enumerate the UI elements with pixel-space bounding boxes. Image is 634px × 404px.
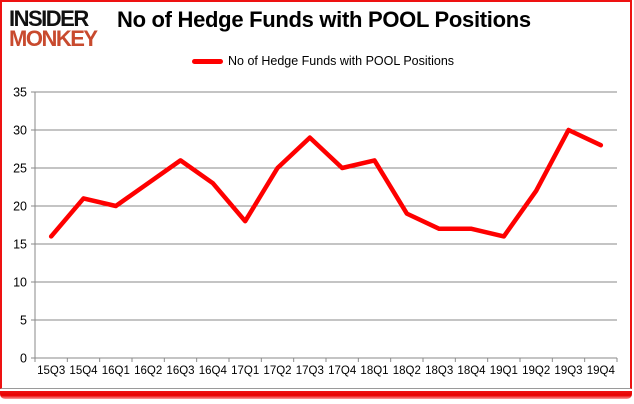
page-border: [0, 0, 632, 389]
x-tick-label-15Q4: 15Q4: [69, 365, 98, 377]
x-tick-label-18Q4: 18Q4: [457, 365, 486, 377]
logo-word-monkey: MONKEY: [9, 26, 98, 52]
x-tick-label-16Q3: 16Q3: [166, 365, 194, 377]
page-border-bottom: [0, 391, 632, 399]
legend-label: No of Hedge Funds with POOL Positions: [228, 54, 455, 68]
chart-legend: No of Hedge Funds with POOL Positions: [192, 54, 454, 68]
x-tick-label-18Q3: 18Q3: [425, 365, 453, 377]
x-tick-label-16Q4: 16Q4: [199, 365, 228, 377]
y-tick-label: 0: [20, 352, 27, 366]
x-tick-label-19Q2: 19Q2: [522, 365, 550, 377]
y-tick-label: 35: [13, 86, 27, 100]
x-tick-label-16Q2: 16Q2: [134, 365, 162, 377]
logo-word-insider: INSIDER: [9, 6, 89, 31]
x-tick-label-17Q1: 17Q1: [231, 365, 259, 377]
y-tick-label: 25: [13, 162, 27, 176]
y-tick-label: 20: [13, 200, 27, 214]
x-tick-label-18Q1: 18Q1: [360, 365, 388, 377]
legend-line-swatch: [192, 58, 223, 64]
x-tick-label-17Q4: 17Q4: [328, 365, 357, 377]
x-tick-label-19Q3: 19Q3: [554, 365, 582, 377]
x-tick-label-16Q1: 16Q1: [102, 365, 130, 377]
y-tick-label: 10: [13, 276, 27, 290]
series-line-hedge-funds: [48, 127, 604, 239]
y-tick-label: 5: [20, 314, 27, 328]
x-tick-label-19Q4: 19Q4: [587, 365, 616, 377]
x-tick-label-17Q2: 17Q2: [263, 365, 291, 377]
x-tick-label-17Q3: 17Q3: [296, 365, 324, 377]
x-tick-label-18Q2: 18Q2: [393, 365, 421, 377]
x-tick-label-15Q3: 15Q3: [37, 365, 65, 377]
y-tick-label: 30: [13, 124, 27, 138]
insider-monkey-logo: INSIDER MONKEY: [9, 6, 98, 52]
y-tick-label: 15: [13, 238, 27, 252]
x-tick-label-19Q1: 19Q1: [490, 365, 518, 377]
chart-title: No of Hedge Funds with POOL Positions: [117, 7, 531, 32]
